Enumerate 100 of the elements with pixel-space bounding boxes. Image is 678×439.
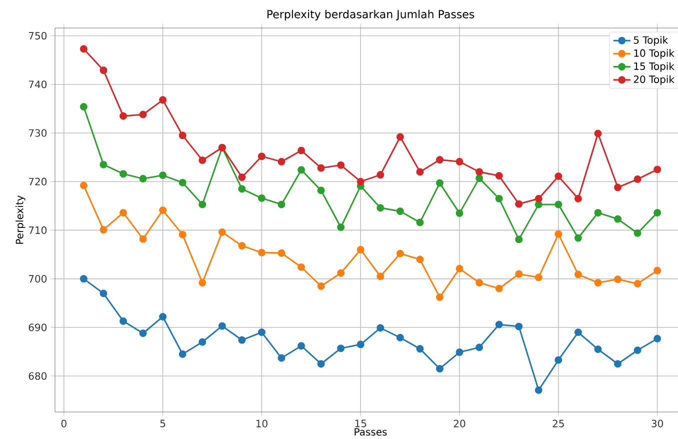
x-tick-label: 5 xyxy=(160,420,166,428)
point xyxy=(298,342,306,350)
point xyxy=(317,164,325,172)
point xyxy=(534,386,542,394)
point xyxy=(238,173,246,181)
point xyxy=(554,356,562,364)
x-tick-label: 25 xyxy=(552,420,564,428)
x-tick-label: 10 xyxy=(256,420,268,428)
point xyxy=(456,158,464,166)
point xyxy=(376,272,384,280)
point xyxy=(634,346,642,354)
y-tick-label: 720 xyxy=(28,178,47,186)
legend-label: 15 Topik xyxy=(634,62,674,72)
point xyxy=(278,200,286,208)
x-tick-label: 20 xyxy=(454,420,466,428)
point xyxy=(594,208,602,216)
point xyxy=(278,249,286,257)
point xyxy=(178,230,186,238)
point xyxy=(159,172,167,180)
point xyxy=(574,328,582,336)
point xyxy=(120,317,127,325)
point xyxy=(376,171,384,179)
point xyxy=(495,284,503,292)
point xyxy=(80,182,88,190)
point xyxy=(198,200,206,208)
point xyxy=(416,168,424,176)
point xyxy=(298,166,306,174)
point xyxy=(159,206,167,214)
y-tick-label: 690 xyxy=(28,324,47,332)
point xyxy=(416,345,424,353)
point xyxy=(80,45,88,53)
point xyxy=(218,228,226,236)
point xyxy=(476,174,484,182)
chart-title: Perplexity berdasarkan Jumlah Passes xyxy=(267,10,474,20)
point xyxy=(436,294,444,302)
point xyxy=(614,184,622,192)
point xyxy=(456,209,464,217)
point xyxy=(80,275,88,283)
point xyxy=(654,208,662,216)
y-tick-label: 710 xyxy=(28,226,47,234)
point xyxy=(139,110,147,118)
point xyxy=(614,215,622,223)
legend-label: 20 Topik xyxy=(634,75,674,86)
point xyxy=(139,329,147,337)
point xyxy=(258,194,266,202)
point xyxy=(238,185,246,193)
point xyxy=(634,175,642,183)
point xyxy=(476,278,484,286)
point xyxy=(198,278,206,286)
point xyxy=(495,194,503,202)
point xyxy=(337,269,345,277)
point xyxy=(278,354,286,362)
point xyxy=(436,156,444,164)
y-tick-label: 700 xyxy=(28,275,47,283)
point xyxy=(476,168,484,176)
legend-label: 5 Topik xyxy=(634,36,668,46)
point xyxy=(317,282,325,290)
point xyxy=(376,204,384,212)
point xyxy=(554,172,562,180)
point xyxy=(159,312,167,320)
point xyxy=(337,344,345,352)
legend-label: 10 Topik xyxy=(634,49,674,59)
point xyxy=(614,360,622,368)
point xyxy=(80,102,88,110)
point xyxy=(100,226,108,234)
point xyxy=(258,328,266,336)
point xyxy=(100,66,108,74)
point xyxy=(298,263,306,271)
point xyxy=(534,200,542,208)
y-tick-label: 750 xyxy=(28,32,47,40)
point xyxy=(198,156,206,164)
point xyxy=(396,133,404,141)
point xyxy=(534,194,542,202)
x-tick-label: 15 xyxy=(355,420,366,428)
point xyxy=(495,172,503,180)
point xyxy=(396,207,404,215)
point xyxy=(574,194,582,202)
point xyxy=(396,250,404,258)
point xyxy=(120,112,127,120)
y-tick-label: 680 xyxy=(28,372,47,380)
point xyxy=(198,338,206,346)
y-tick-label: 730 xyxy=(28,129,47,137)
point xyxy=(436,364,444,372)
y-axis-title: Perplexity xyxy=(16,195,26,244)
point xyxy=(120,208,127,216)
point xyxy=(218,322,226,330)
point xyxy=(238,336,246,344)
point xyxy=(139,174,147,182)
point xyxy=(396,334,404,342)
point xyxy=(139,235,147,243)
point xyxy=(515,322,523,330)
point xyxy=(594,130,602,138)
point xyxy=(356,178,364,186)
point xyxy=(356,340,364,348)
point xyxy=(634,229,642,237)
y-tick-label: 740 xyxy=(28,80,47,88)
point xyxy=(376,324,384,332)
point xyxy=(654,266,662,274)
point xyxy=(258,152,266,160)
point xyxy=(100,290,108,298)
